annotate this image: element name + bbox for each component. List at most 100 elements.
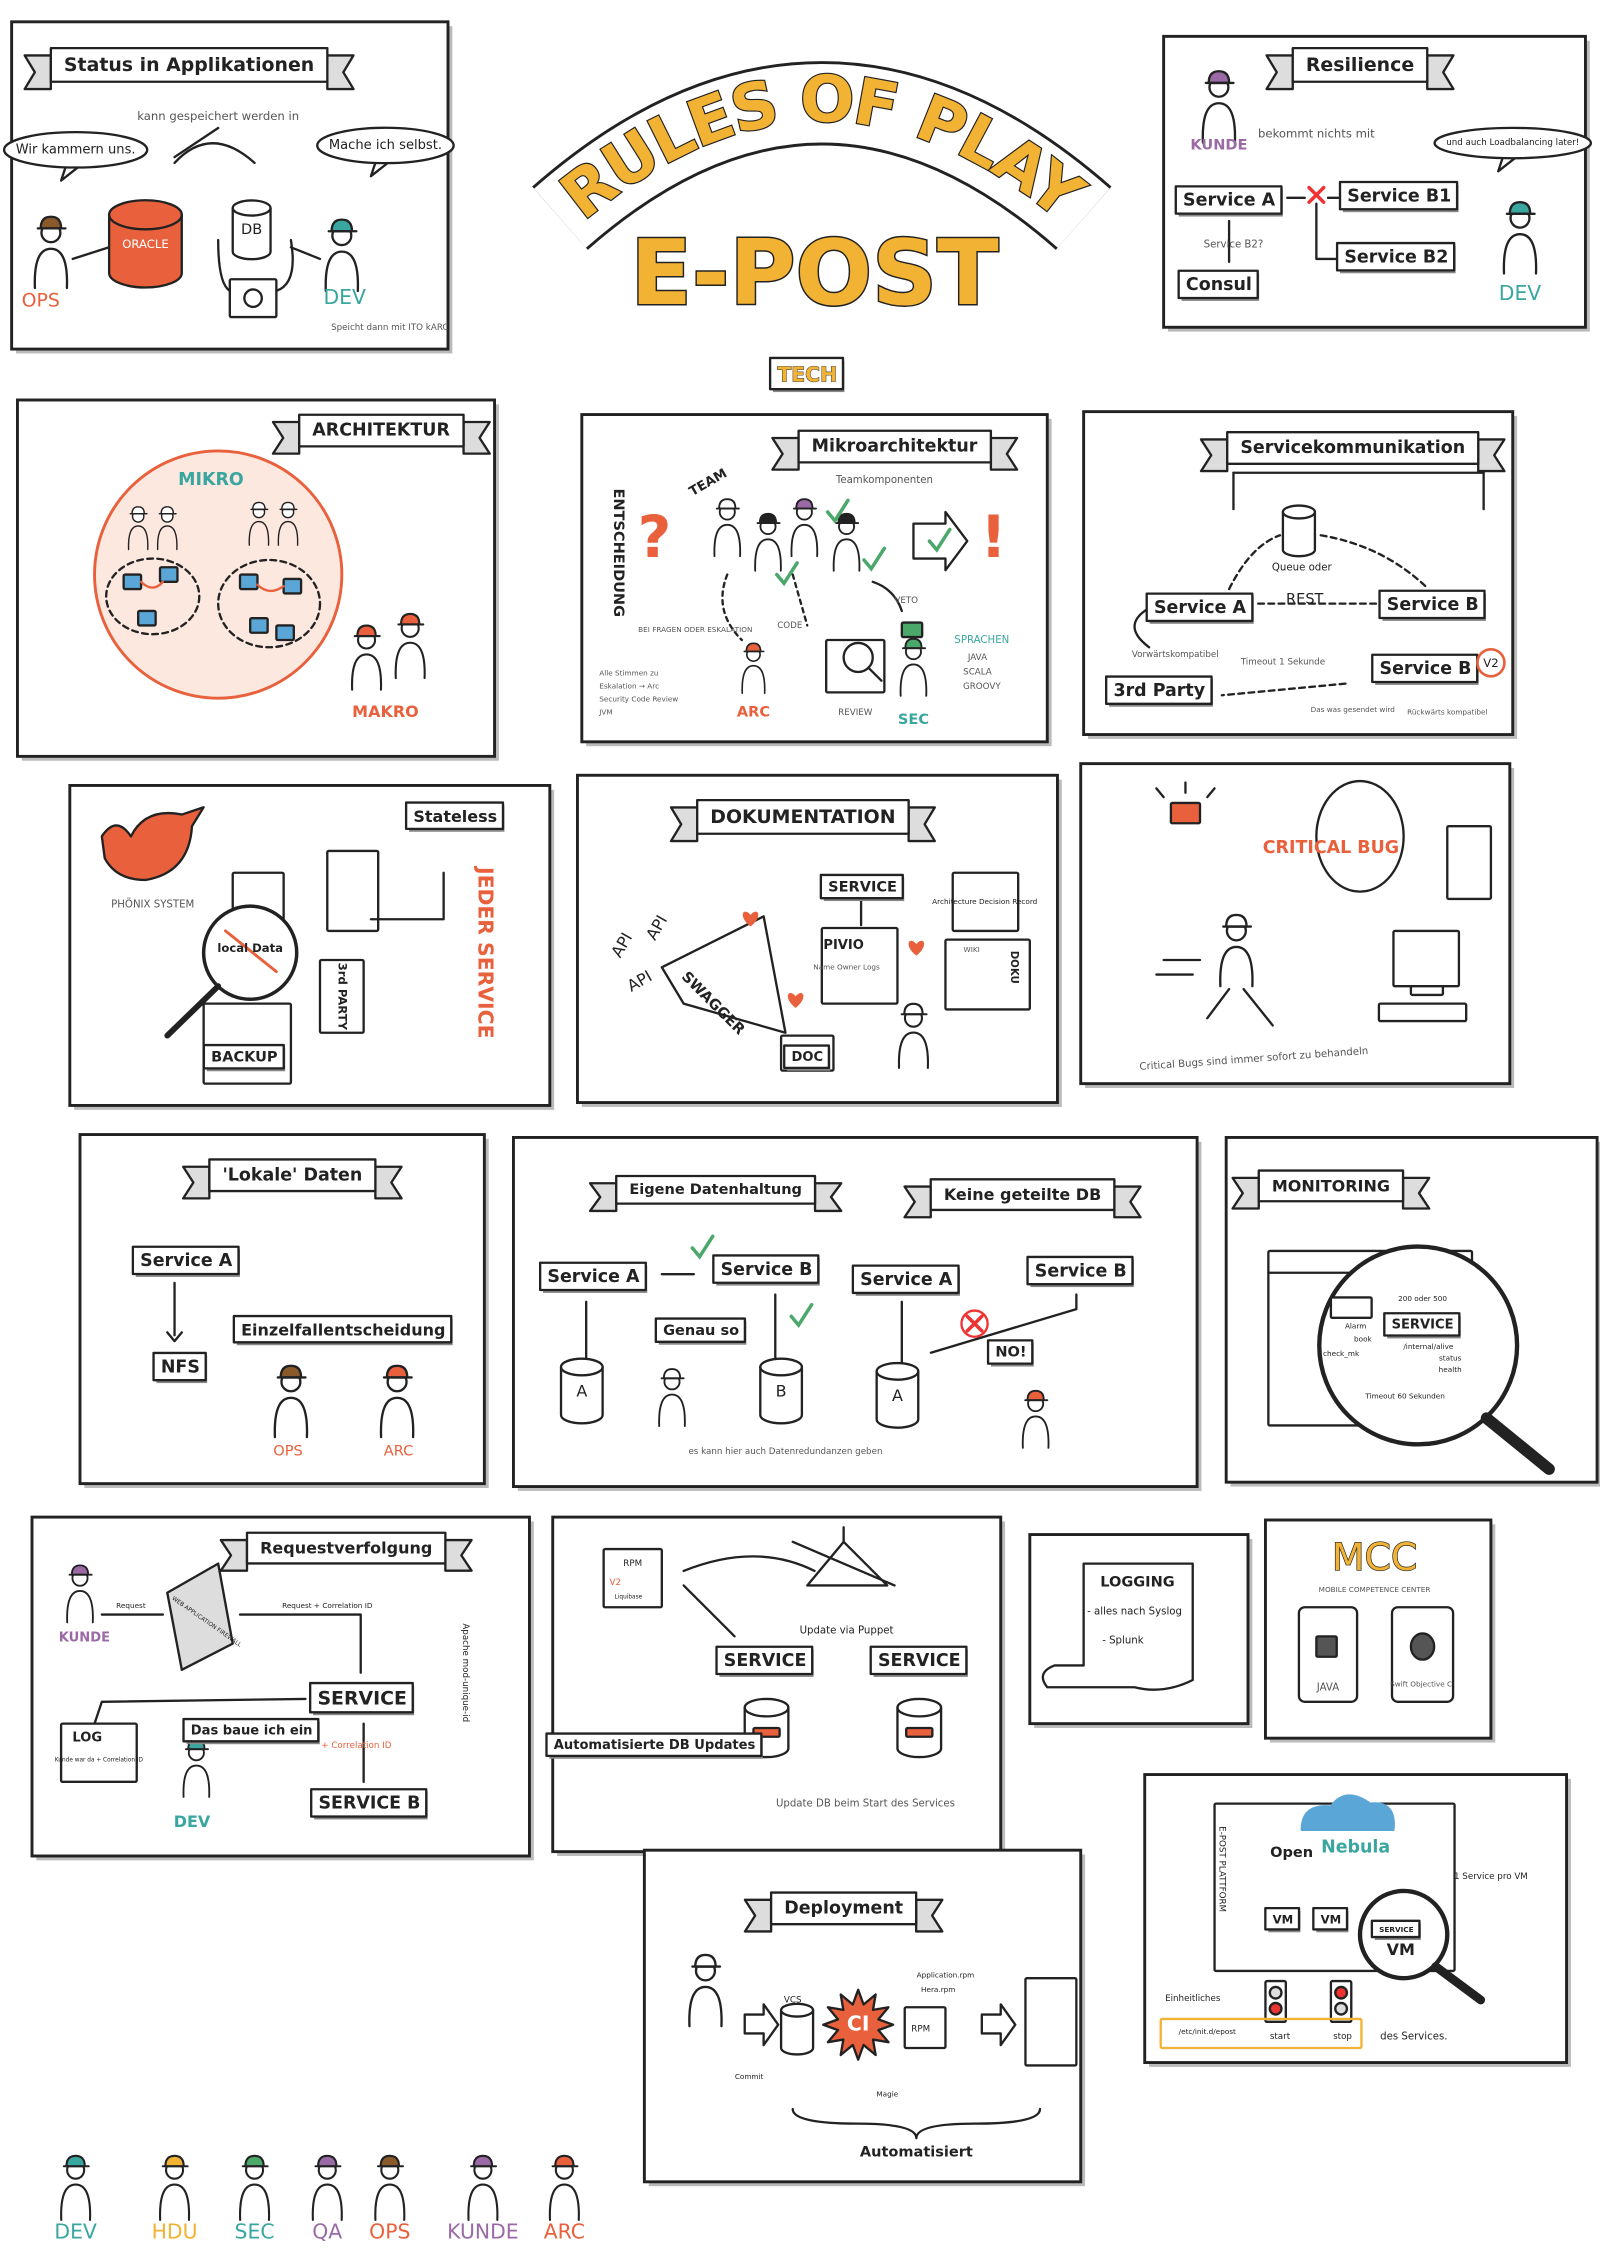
text: Rückwärts kompatibel	[1407, 708, 1487, 717]
label: es kann hier auch Datenredundanzen geben	[688, 1447, 882, 1457]
cylinder	[875, 1370, 920, 1429]
person-hat	[662, 1368, 682, 1380]
burst	[822, 1988, 895, 2061]
person-body	[897, 1031, 929, 1069]
person-hat	[70, 1564, 90, 1576]
heart	[742, 911, 759, 927]
person	[66, 1564, 94, 1624]
text: DEV	[174, 1812, 211, 1831]
person-body	[790, 523, 819, 558]
legend-label: QA	[312, 2220, 342, 2244]
label: RPM	[911, 2025, 930, 2035]
label: JVM	[598, 708, 612, 717]
person-hat	[1508, 201, 1532, 215]
label: NO!	[986, 1339, 1034, 1367]
person-body	[1502, 233, 1538, 275]
text: /internal/alive	[1403, 1342, 1454, 1351]
label: start	[1270, 2032, 1291, 2042]
text: Service B	[721, 1260, 813, 1280]
label: REST	[1286, 591, 1324, 607]
person	[899, 637, 928, 697]
label: MONITORING	[1231, 1169, 1431, 1210]
person-hat	[1207, 70, 1231, 85]
person	[658, 1368, 686, 1427]
box	[152, 1351, 207, 1382]
person-body	[248, 520, 270, 546]
text: OPS	[22, 290, 60, 312]
label: Genau so	[654, 1317, 747, 1345]
label: Eigene Datenhaltung	[588, 1174, 843, 1213]
text: DEV	[1499, 281, 1542, 305]
text: Service B	[1035, 1261, 1127, 1281]
banner-tail	[743, 1898, 944, 1933]
person	[790, 498, 819, 558]
text: Request + Correlation ID	[282, 1601, 373, 1610]
person-hat	[317, 2154, 338, 2168]
text: Mache ich selbst.	[329, 138, 442, 153]
box	[1177, 269, 1259, 300]
label: VM	[1312, 1906, 1349, 1933]
box	[1145, 592, 1254, 623]
check	[927, 527, 952, 553]
text: Speicht dann mit ITO kARC	[331, 323, 448, 333]
text: stop	[1333, 2032, 1352, 2042]
text: SERVICE	[878, 1651, 961, 1671]
text: OPS	[273, 1444, 302, 1460]
label: status	[1439, 1354, 1462, 1363]
person-hat	[554, 2154, 575, 2168]
label: V2	[610, 1578, 622, 1588]
label: Kunde war da + Correlation ID	[55, 1757, 144, 1763]
box	[228, 278, 278, 319]
person-hat	[472, 2154, 494, 2168]
person	[311, 2154, 343, 2221]
text: V2	[610, 1578, 622, 1588]
text: MOBILE COMPETENCE CENTER	[1319, 1585, 1431, 1594]
person-body	[311, 2183, 343, 2221]
text: JVM	[598, 708, 612, 717]
text: kann gespeichert werden in	[137, 109, 299, 123]
person-body	[374, 2183, 406, 2221]
box	[944, 938, 1031, 1011]
person-hat	[837, 512, 856, 524]
stroke	[223, 929, 278, 974]
label: ARCHITEKTUR	[271, 413, 491, 455]
text: Servicekommunikation	[1240, 438, 1465, 458]
label: PHÖNIX SYSTEM	[111, 898, 194, 911]
person-hat	[279, 1364, 303, 1379]
label: JAVA	[1316, 1682, 1339, 1693]
text: Teamkomponenten	[835, 475, 933, 486]
box	[1409, 985, 1445, 997]
box	[654, 1317, 747, 1343]
banner	[615, 1174, 817, 1205]
stroke	[164, 983, 222, 1039]
text: Liquibase	[615, 1595, 643, 1601]
label: Vorwärtskompatibel	[1132, 650, 1219, 660]
ellipse	[105, 557, 201, 636]
box	[202, 1002, 293, 1085]
person-hat	[1026, 1389, 1045, 1402]
label: Service A	[538, 1261, 648, 1293]
label: SERVICE	[869, 1645, 968, 1677]
label: Eskalation → Arc	[599, 682, 659, 691]
check	[690, 1234, 715, 1260]
person	[156, 506, 178, 551]
person-body	[60, 2183, 92, 2221]
text: 'Lokale' Daten	[222, 1165, 362, 1185]
person-body	[741, 664, 766, 695]
label: BACKUP	[202, 1043, 286, 1072]
cylinder-top	[759, 1357, 804, 1377]
stroke	[1319, 534, 1427, 588]
label: SERVICE	[819, 873, 905, 902]
cylinder-top	[875, 1361, 920, 1381]
text: Service A	[1183, 191, 1276, 211]
banner-tail	[1265, 54, 1455, 91]
label: SCALA	[963, 667, 992, 677]
person-hat	[718, 498, 737, 510]
person-hat	[164, 2154, 185, 2168]
check	[774, 561, 799, 587]
person	[33, 215, 69, 290]
label: stop	[1333, 2032, 1352, 2042]
check	[825, 498, 850, 524]
text: Timeout 60 Sekunden	[1364, 1391, 1445, 1400]
label: Update DB beim Start des Services	[776, 1799, 955, 1810]
